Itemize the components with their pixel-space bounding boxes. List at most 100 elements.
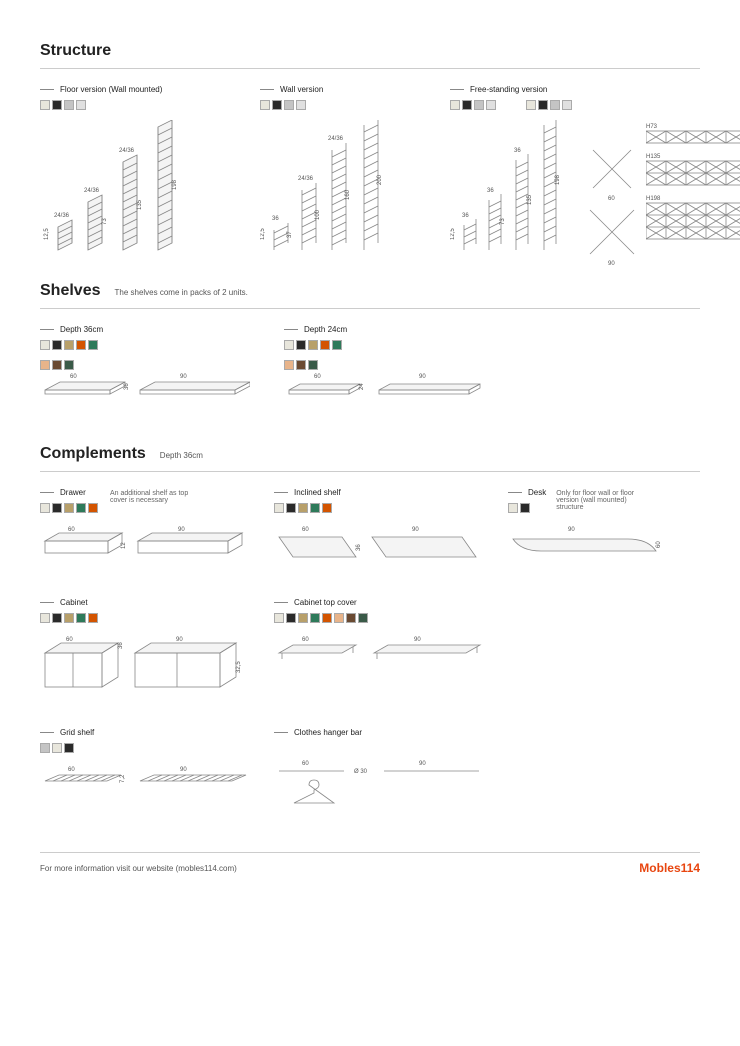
grid-shelf-diagram: 60 7,2 90 xyxy=(40,763,250,798)
svg-text:36: 36 xyxy=(272,216,279,222)
svg-text:37: 37 xyxy=(287,231,293,238)
svg-text:60: 60 xyxy=(68,767,75,773)
color-swatch xyxy=(538,100,548,110)
svg-text:24/36: 24/36 xyxy=(54,213,70,219)
cabinet-cover-title: Cabinet top cover xyxy=(274,598,504,607)
structure-title: Structure xyxy=(40,42,111,60)
svg-text:90: 90 xyxy=(176,637,183,643)
color-swatch xyxy=(88,503,98,513)
comp-cabinet-cover: Cabinet top cover 60 90 xyxy=(274,598,504,708)
color-swatch xyxy=(284,340,294,350)
variant-floor: Floor version (Wall mounted) 12,5 24/36 … xyxy=(40,85,240,270)
variant-free-title: Free-standing version xyxy=(450,85,740,94)
svg-text:160: 160 xyxy=(345,189,351,200)
depth24-swatches xyxy=(284,340,404,350)
variant-wall-title: Wall version xyxy=(260,85,430,94)
color-swatch xyxy=(550,100,560,110)
depth24-swatches2 xyxy=(284,360,504,370)
color-swatch xyxy=(286,613,296,623)
svg-text:90: 90 xyxy=(412,527,419,533)
grid-shelf-title: Grid shelf xyxy=(40,728,250,737)
shelves-title: Shelves xyxy=(40,282,100,300)
svg-text:60: 60 xyxy=(66,637,73,643)
svg-text:60: 60 xyxy=(70,374,77,380)
color-swatch xyxy=(562,100,572,110)
svg-text:7,2: 7,2 xyxy=(120,774,126,783)
svg-text:60: 60 xyxy=(608,196,615,202)
drawer-note: An additional shelf as top cover is nece… xyxy=(110,490,200,504)
color-swatch xyxy=(64,613,74,623)
svg-text:24/36: 24/36 xyxy=(328,136,344,142)
variant-free-swatches xyxy=(450,100,496,110)
color-swatch xyxy=(322,503,332,513)
page-footer: For more information visit our website (… xyxy=(40,852,700,875)
svg-text:12: 12 xyxy=(121,542,127,549)
depth36-swatches2 xyxy=(40,360,260,370)
inclined-swatches xyxy=(274,503,394,513)
color-swatch xyxy=(358,613,368,623)
grid-shelf-swatches xyxy=(40,743,160,753)
svg-text:36: 36 xyxy=(124,383,130,390)
cabinet-cover-swatches xyxy=(274,613,434,623)
svg-text:60: 60 xyxy=(302,761,309,767)
svg-text:12,5: 12,5 xyxy=(44,228,50,240)
cabinet-title: Cabinet xyxy=(40,598,250,607)
svg-text:Ø 30: Ø 30 xyxy=(354,769,368,775)
color-swatch xyxy=(40,100,50,110)
svg-text:36: 36 xyxy=(514,148,521,154)
section-structure-header: Structure xyxy=(40,42,700,69)
color-swatch xyxy=(286,503,296,513)
color-swatch xyxy=(284,100,294,110)
svg-text:60: 60 xyxy=(302,637,309,643)
svg-text:H135: H135 xyxy=(646,154,661,160)
svg-text:90: 90 xyxy=(178,527,185,533)
comp-desk: Desk Only for floor wall or floor versio… xyxy=(508,488,678,578)
color-swatch xyxy=(308,360,318,370)
svg-text:200: 200 xyxy=(377,174,383,185)
color-swatch xyxy=(298,613,308,623)
svg-text:24/36: 24/36 xyxy=(84,188,100,194)
color-swatch xyxy=(296,100,306,110)
variant-floor-title: Floor version (Wall mounted) xyxy=(40,85,240,94)
comp-inclined: Inclined shelf 60 36 90 xyxy=(274,488,484,578)
color-swatch xyxy=(272,100,282,110)
cabinet-diagram: 60 36 90 32,5 xyxy=(40,633,250,703)
svg-text:135: 135 xyxy=(137,199,143,210)
color-swatch xyxy=(346,613,356,623)
color-swatch xyxy=(310,503,320,513)
color-swatch xyxy=(320,340,330,350)
desk-note: Only for floor wall or floor version (wa… xyxy=(556,490,646,511)
color-swatch xyxy=(310,613,320,623)
color-swatch xyxy=(526,100,536,110)
variant-wall-swatches xyxy=(260,100,380,110)
color-swatch xyxy=(40,613,50,623)
complements-row1: Drawer An additional shelf as top cover … xyxy=(40,488,700,578)
footer-brand: Mobles114 xyxy=(639,861,700,875)
depth36-shelves-diagram: 60 36 90 xyxy=(40,370,250,420)
color-swatch xyxy=(52,613,62,623)
shelves-row: Depth 36cm 60 36 90 Depth 24cm 60 24 90 xyxy=(40,325,700,425)
complements-title: Complements xyxy=(40,445,146,463)
svg-text:90: 90 xyxy=(180,767,187,773)
svg-text:36: 36 xyxy=(462,213,469,219)
svg-text:90: 90 xyxy=(568,527,575,533)
svg-text:90: 90 xyxy=(419,761,426,767)
svg-text:24/36: 24/36 xyxy=(298,176,314,182)
free-crosses-diagram: 60 90 xyxy=(588,120,638,265)
svg-text:32,5: 32,5 xyxy=(236,661,242,673)
svg-text:73: 73 xyxy=(500,218,506,225)
svg-text:H198: H198 xyxy=(646,196,661,202)
depth36-swatches xyxy=(40,340,160,350)
color-swatch xyxy=(274,613,284,623)
drawer-title: Drawer xyxy=(40,488,98,497)
color-swatch xyxy=(40,340,50,350)
color-swatch xyxy=(298,503,308,513)
color-swatch xyxy=(76,503,86,513)
complements-note: Depth 36cm xyxy=(160,451,203,460)
svg-text:36: 36 xyxy=(487,188,494,194)
svg-text:73: 73 xyxy=(102,218,108,225)
color-swatch xyxy=(520,503,530,513)
color-swatch xyxy=(508,503,518,513)
inclined-diagram: 60 36 90 xyxy=(274,523,484,573)
cabinet-cover-diagram: 60 90 xyxy=(274,633,494,673)
